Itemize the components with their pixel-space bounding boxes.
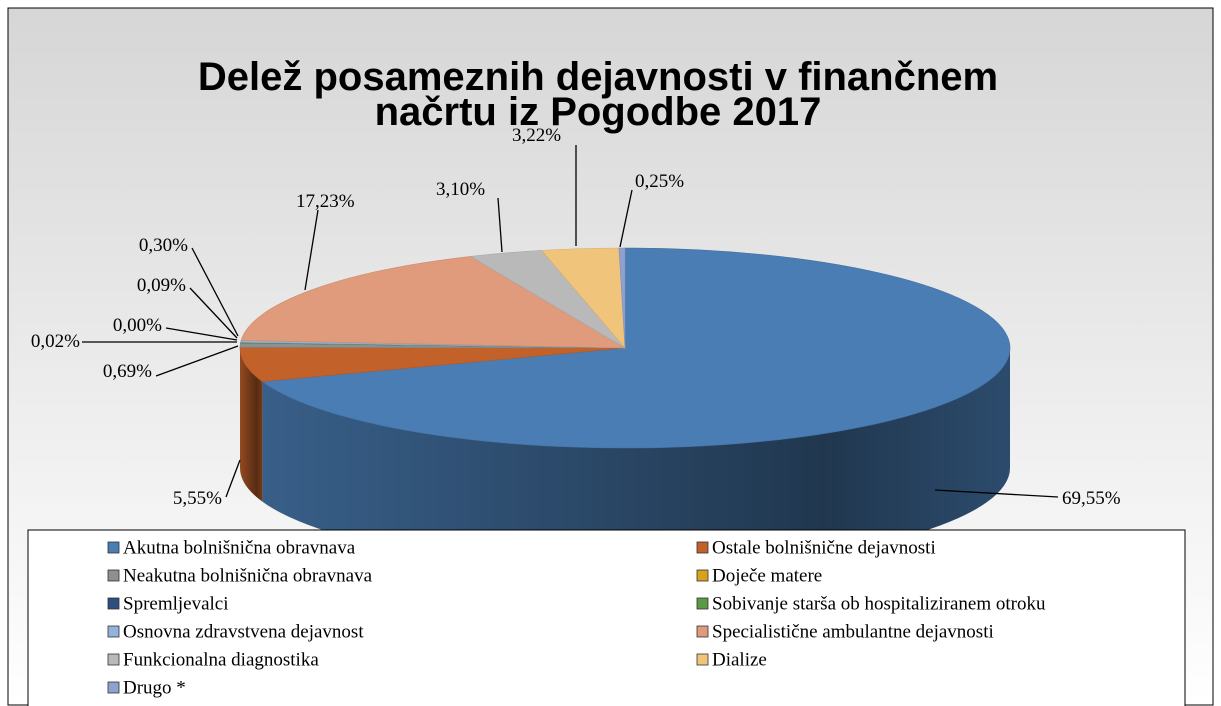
legend-label: Specialistične ambulantne dejavnosti xyxy=(712,621,994,642)
pie-side-shade xyxy=(262,348,1011,569)
value-label: 5,55% xyxy=(173,488,222,509)
legend xyxy=(27,529,1186,706)
legend-swatch xyxy=(696,653,709,666)
legend-swatch xyxy=(696,597,709,610)
leader-line xyxy=(304,209,319,291)
leader-line xyxy=(155,345,239,377)
legend-swatch xyxy=(107,541,120,554)
leader-line xyxy=(189,287,238,339)
legend-swatch xyxy=(696,625,709,638)
legend-swatch xyxy=(107,569,120,582)
value-label: 0,30% xyxy=(139,235,188,256)
chart-title: načrtu iz Pogodbe 2017 xyxy=(375,90,822,134)
leader-line xyxy=(225,459,241,498)
pie-slice xyxy=(618,247,626,349)
legend-swatch xyxy=(696,569,709,582)
leader-line xyxy=(497,197,503,253)
legend-label: Sobivanje starša ob hospitaliziranem otr… xyxy=(712,593,1046,614)
legend-label: Neakutna bolnišnična obravnava xyxy=(123,565,373,586)
value-label: 17,23% xyxy=(296,191,355,212)
pie-slice xyxy=(240,256,627,349)
leader-line xyxy=(934,489,1059,498)
legend-swatch xyxy=(107,625,120,638)
pie-side-shade xyxy=(240,348,263,502)
legend-label: Doječe matere xyxy=(712,565,822,586)
legend-label: Akutna bolnišnična obravnava xyxy=(123,537,356,558)
value-label: 0,69% xyxy=(103,361,152,382)
value-label: 69,55% xyxy=(1062,488,1121,509)
chart-title: Delež posameznih dejavnosti v finančnem xyxy=(198,55,998,99)
value-label: 3,10% xyxy=(436,179,485,200)
legend-label: Ostale bolnišnične dejavnosti xyxy=(712,537,936,558)
pie-slice xyxy=(261,247,1011,449)
value-label: 0,00% xyxy=(113,315,162,336)
legend-swatch xyxy=(107,653,120,666)
pie-slice xyxy=(239,347,626,382)
legend-label: Spremljevalci xyxy=(123,593,229,614)
legend-swatch xyxy=(107,681,120,694)
value-label: 0,25% xyxy=(635,171,684,192)
leader-line xyxy=(165,327,238,341)
legend-swatch xyxy=(696,541,709,554)
leader-line xyxy=(191,247,239,337)
legend-label: Osnovna zdravstvena dejavnost xyxy=(123,621,364,642)
legend-label: Funkcionalna diagnostika xyxy=(123,649,319,670)
value-label: 3,22% xyxy=(512,125,561,146)
legend-label: Drugo * xyxy=(123,677,186,698)
value-label: 0,09% xyxy=(137,275,186,296)
leader-line xyxy=(619,189,633,248)
value-label: 0,02% xyxy=(31,331,80,352)
legend-label: Dialize xyxy=(712,649,767,670)
legend-swatch xyxy=(107,597,120,610)
